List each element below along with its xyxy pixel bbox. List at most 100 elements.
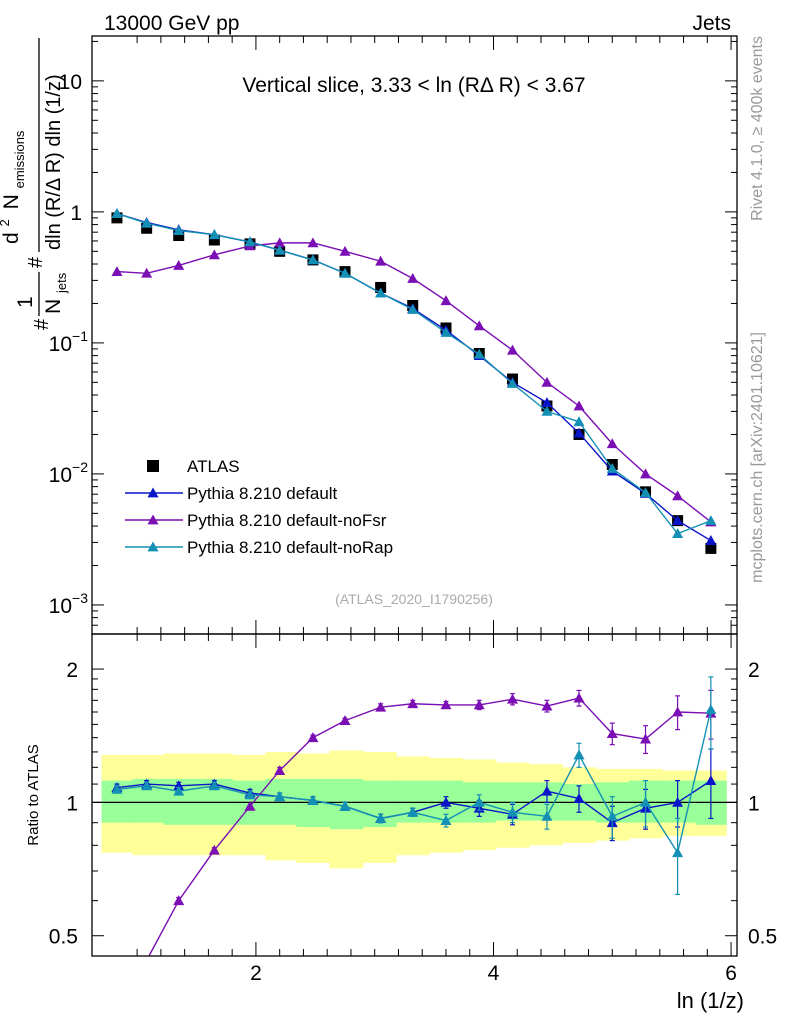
data-point-pythia-8-210-default-norap [606,462,618,473]
main-y-tick-mantissa: 10 [59,71,82,94]
ratio-point-pythia-8-210-default-norap [541,810,553,821]
ratio-point-pythia-8-210-default [440,796,452,807]
ratio-y-tick-label-left: 1 [66,792,78,815]
data-point-pythia-8-210-default-norap [307,254,319,265]
ylabel-denominator: dln (R/Δ R) dln (1/z) [43,74,65,250]
data-point-pythia-8-210-default-norap [173,225,185,235]
ratio-point-pythia-8-210-default-norap [339,800,351,811]
data-point-pythia-8-210-default-norap [141,217,153,228]
main-y-tick-exponent: −1 [72,328,88,344]
series-pythia-8-210-default-nofsr [111,237,717,527]
data-point-pythia-8-210-default-nofsr [606,438,618,449]
ratio-y-tick-label-left: 0.5 [49,926,78,949]
ratio-point-pythia-8-210-default-norap [473,796,485,807]
ratio-point-pythia-8-210-default [173,780,185,791]
data-point-pythia-8-210-default-norap [375,287,387,298]
ratio-point-pythia-8-210-default-norap [407,806,419,817]
ratio-point-pythia-8-210-default-nofsr [339,715,351,725]
data-point-pythia-8-210-default-norap [541,405,553,416]
data-point-pythia-8-210-default-nofsr [473,320,485,331]
data-point-pythia-8-210-default-norap [672,528,684,539]
ylabel-hash-2: # [25,256,47,268]
data-point-atlas [173,230,185,242]
ratio-point-pythia-8-210-default-nofsr [473,699,485,710]
x-tick-label: 2 [250,962,262,985]
data-point-pythia-8-210-default-nofsr [173,259,185,270]
main-y-tick-exponent: −2 [72,459,88,475]
data-point-pythia-8-210-default-norap [573,416,585,427]
legend-entry-pythia-8-210-default: Pythia 8.210 default [125,484,338,503]
ratio-point-pythia-8-210-default-norap [506,806,518,817]
data-point-pythia-8-210-default [672,515,684,526]
ratio-line-pythia-8-210-default-nofsr [148,697,711,957]
legend-label: Pythia 8.210 default-noRap [187,538,393,557]
header-left-label: 13000 GeV pp [104,12,239,35]
data-point-atlas [208,234,220,246]
data-point-pythia-8-210-default-nofsr [141,267,153,278]
legend-label: Pythia 8.210 default [187,484,338,503]
data-point-atlas [375,281,387,293]
ratio-point-pythia-8-210-default-norap [705,704,717,715]
main-y-tick-label: 10−2 [49,459,89,487]
ratio-point-pythia-8-210-default-norap [440,815,452,825]
svg-text:d 2 N: d 2 N emissions [0,130,27,244]
legend-marker-triangle [147,487,159,498]
mcplots-label: mcplots.cern.ch [arXiv:2401.10621] [749,332,766,583]
ratio-y-axis-label: Ratio to ATLAS [25,744,42,845]
main-y-tick-label: 1 [70,202,82,225]
data-point-pythia-8-210-default-nofsr [407,273,419,283]
legend-label: Pythia 8.210 default-noFsr [187,511,387,530]
ratio-point-pythia-8-210-default [541,785,553,796]
main-y-tick-mantissa: 10 [49,333,72,356]
data-point-pythia-8-210-default-norap [339,267,351,278]
watermark-label: (ATLAS_2020_I1790256) [335,591,493,607]
data-point-pythia-8-210-default [541,397,553,408]
data-point-pythia-8-210-default-nofsr [640,468,652,479]
ratio-point-pythia-8-210-default-nofsr [307,732,319,743]
legend: ATLAS Pythia 8.210 default Pythia 8.210 de… [125,457,393,557]
ratio-point-pythia-8-210-default-norap [307,794,319,805]
main-y-tick-mantissa: 1 [70,202,82,225]
data-point-pythia-8-210-default-nofsr [375,255,387,266]
data-point-pythia-8-210-default-norap [440,327,452,337]
data-point-pythia-8-210-default-nofsr [541,376,553,387]
series-pythia-8-210-default-norap [111,208,717,539]
data-point-pythia-8-210-default-norap [407,303,419,314]
ratio-panel: 2 2 1 1 0.5 0.5 2 4 6 Ratio to ATLAS ln (1/z) [25,633,777,1013]
ylabel-n: N [0,194,23,209]
ratio-y-tick-label-right: 2 [748,659,760,682]
data-point-pythia-8-210-default-norap [274,244,286,255]
ylabel-d2: d [0,232,23,244]
ylabel-n-sub: emissions [12,130,27,188]
legend-marker-triangle [147,541,159,552]
legend-marker-square [147,460,159,472]
ratio-point-pythia-8-210-default-nofsr [541,700,553,711]
main-y-axis-label: # 1 N jets # d 2 N emissions dln (R/Δ R)… [0,38,69,330]
ratio-point-pythia-8-210-default [705,775,717,786]
main-y-tick-label: 10 [59,71,82,94]
main-y-tick-mantissa: 10 [49,595,72,618]
legend-entry-pythia-8-210-default-nofsr: Pythia 8.210 default-noFsr [125,511,387,530]
ratio-point-pythia-8-210-default-norap [111,783,123,794]
main-y-tick-label: 10−3 [49,590,89,618]
ratio-point-pythia-8-210-default [573,793,585,803]
main-title: Vertical slice, 3.33 < ln (RΔ R) < 3.67 [242,74,585,97]
ratio-point-pythia-8-210-default-nofsr [672,706,684,717]
ratio-point-pythia-8-210-default-nofsr [506,693,518,704]
ylabel-hash: # [31,318,53,330]
legend-label: ATLAS [187,457,240,476]
ratio-point-pythia-8-210-default-norap [208,780,220,791]
ratio-point-pythia-8-210-default-nofsr [173,895,185,906]
data-point-pythia-8-210-default-norap [640,487,652,498]
data-point-pythia-8-210-default-norap [111,208,123,219]
ratio-point-pythia-8-210-default-norap [141,780,153,791]
ratio-point-pythia-8-210-default-nofsr [606,728,618,739]
ratio-series-pythia-8-210-default-nofsr [148,689,717,957]
ratio-point-pythia-8-210-default-nofsr [274,765,286,775]
ratio-line-pythia-8-210-default-norap [116,709,712,854]
ratio-point-pythia-8-210-default-norap [244,789,256,800]
data-point-pythia-8-210-default [573,427,585,438]
data-point-pythia-8-210-default-norap [506,377,518,388]
data-point-atlas [141,222,153,234]
main-y-tick-exponent: −3 [72,590,88,606]
